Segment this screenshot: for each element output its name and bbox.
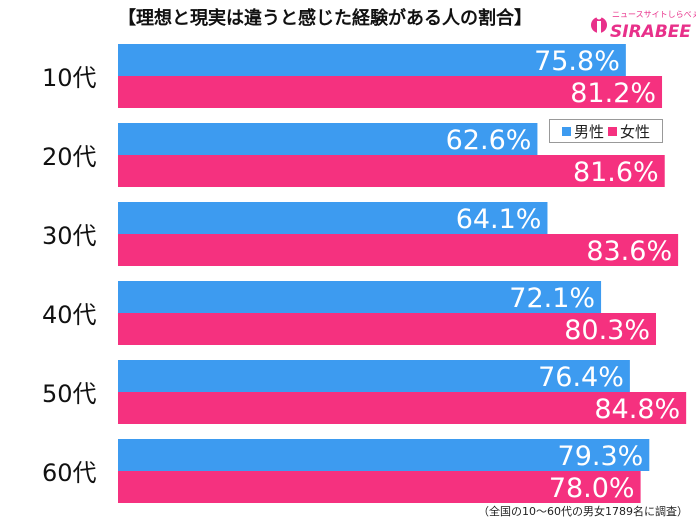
logo-name: SIRABEE xyxy=(610,22,691,42)
bar-value-label-male: 76.4% xyxy=(538,362,624,393)
chart-legend: 男性 女性 xyxy=(549,119,663,143)
bar-male xyxy=(118,439,650,471)
bar-female xyxy=(118,471,641,503)
bar-female xyxy=(118,234,679,266)
category-label: 40代 xyxy=(42,301,97,329)
sirabee-logo: ニュースサイトしらべぇ SIRABEE xyxy=(591,10,696,42)
category-label: 30代 xyxy=(42,222,97,250)
bar-value-label-male: 79.3% xyxy=(558,441,644,472)
legend-item-male: 男性 xyxy=(561,121,604,142)
bar-value-label-female: 83.6% xyxy=(586,236,672,267)
bar-male xyxy=(118,44,626,76)
chart-title: 【理想と現実は違うと感じた経験がある人の割合】 xyxy=(118,8,532,29)
bar-value-label-male: 75.8% xyxy=(534,46,620,77)
bar-value-label-male: 62.6% xyxy=(446,125,532,156)
legend-swatch-female xyxy=(608,126,617,136)
bar-value-label-male: 64.1% xyxy=(456,204,542,235)
category-label: 60代 xyxy=(42,459,97,487)
bar-male xyxy=(118,202,548,234)
bar-female xyxy=(118,155,665,187)
category-label: 20代 xyxy=(42,143,97,171)
bar-value-label-male: 72.1% xyxy=(509,283,595,314)
bar-female xyxy=(118,76,663,108)
bar-male xyxy=(118,360,630,392)
bar-value-label-female: 81.6% xyxy=(573,157,659,188)
bar-female xyxy=(118,313,657,345)
bar-value-label-female: 81.2% xyxy=(570,78,656,109)
bar-value-label-female: 84.8% xyxy=(594,394,680,425)
legend-swatch-male xyxy=(561,126,571,136)
category-label: 50代 xyxy=(42,380,97,408)
bar-value-label-female: 78.0% xyxy=(549,473,635,504)
legend-label-male: 男性 xyxy=(573,122,604,141)
legend-label-female: 女性 xyxy=(620,122,651,141)
survey-footnote: （全国の10～60代の男女1789名に調査） xyxy=(478,505,688,518)
bar-male xyxy=(118,281,602,313)
legend-item-female: 女性 xyxy=(608,121,650,142)
category-label: 10代 xyxy=(42,64,97,92)
logo-tagline: ニュースサイトしらべぇ xyxy=(612,10,696,19)
bar-female xyxy=(118,392,687,424)
bar-male xyxy=(118,123,538,155)
bar-value-label-female: 80.3% xyxy=(564,315,650,346)
